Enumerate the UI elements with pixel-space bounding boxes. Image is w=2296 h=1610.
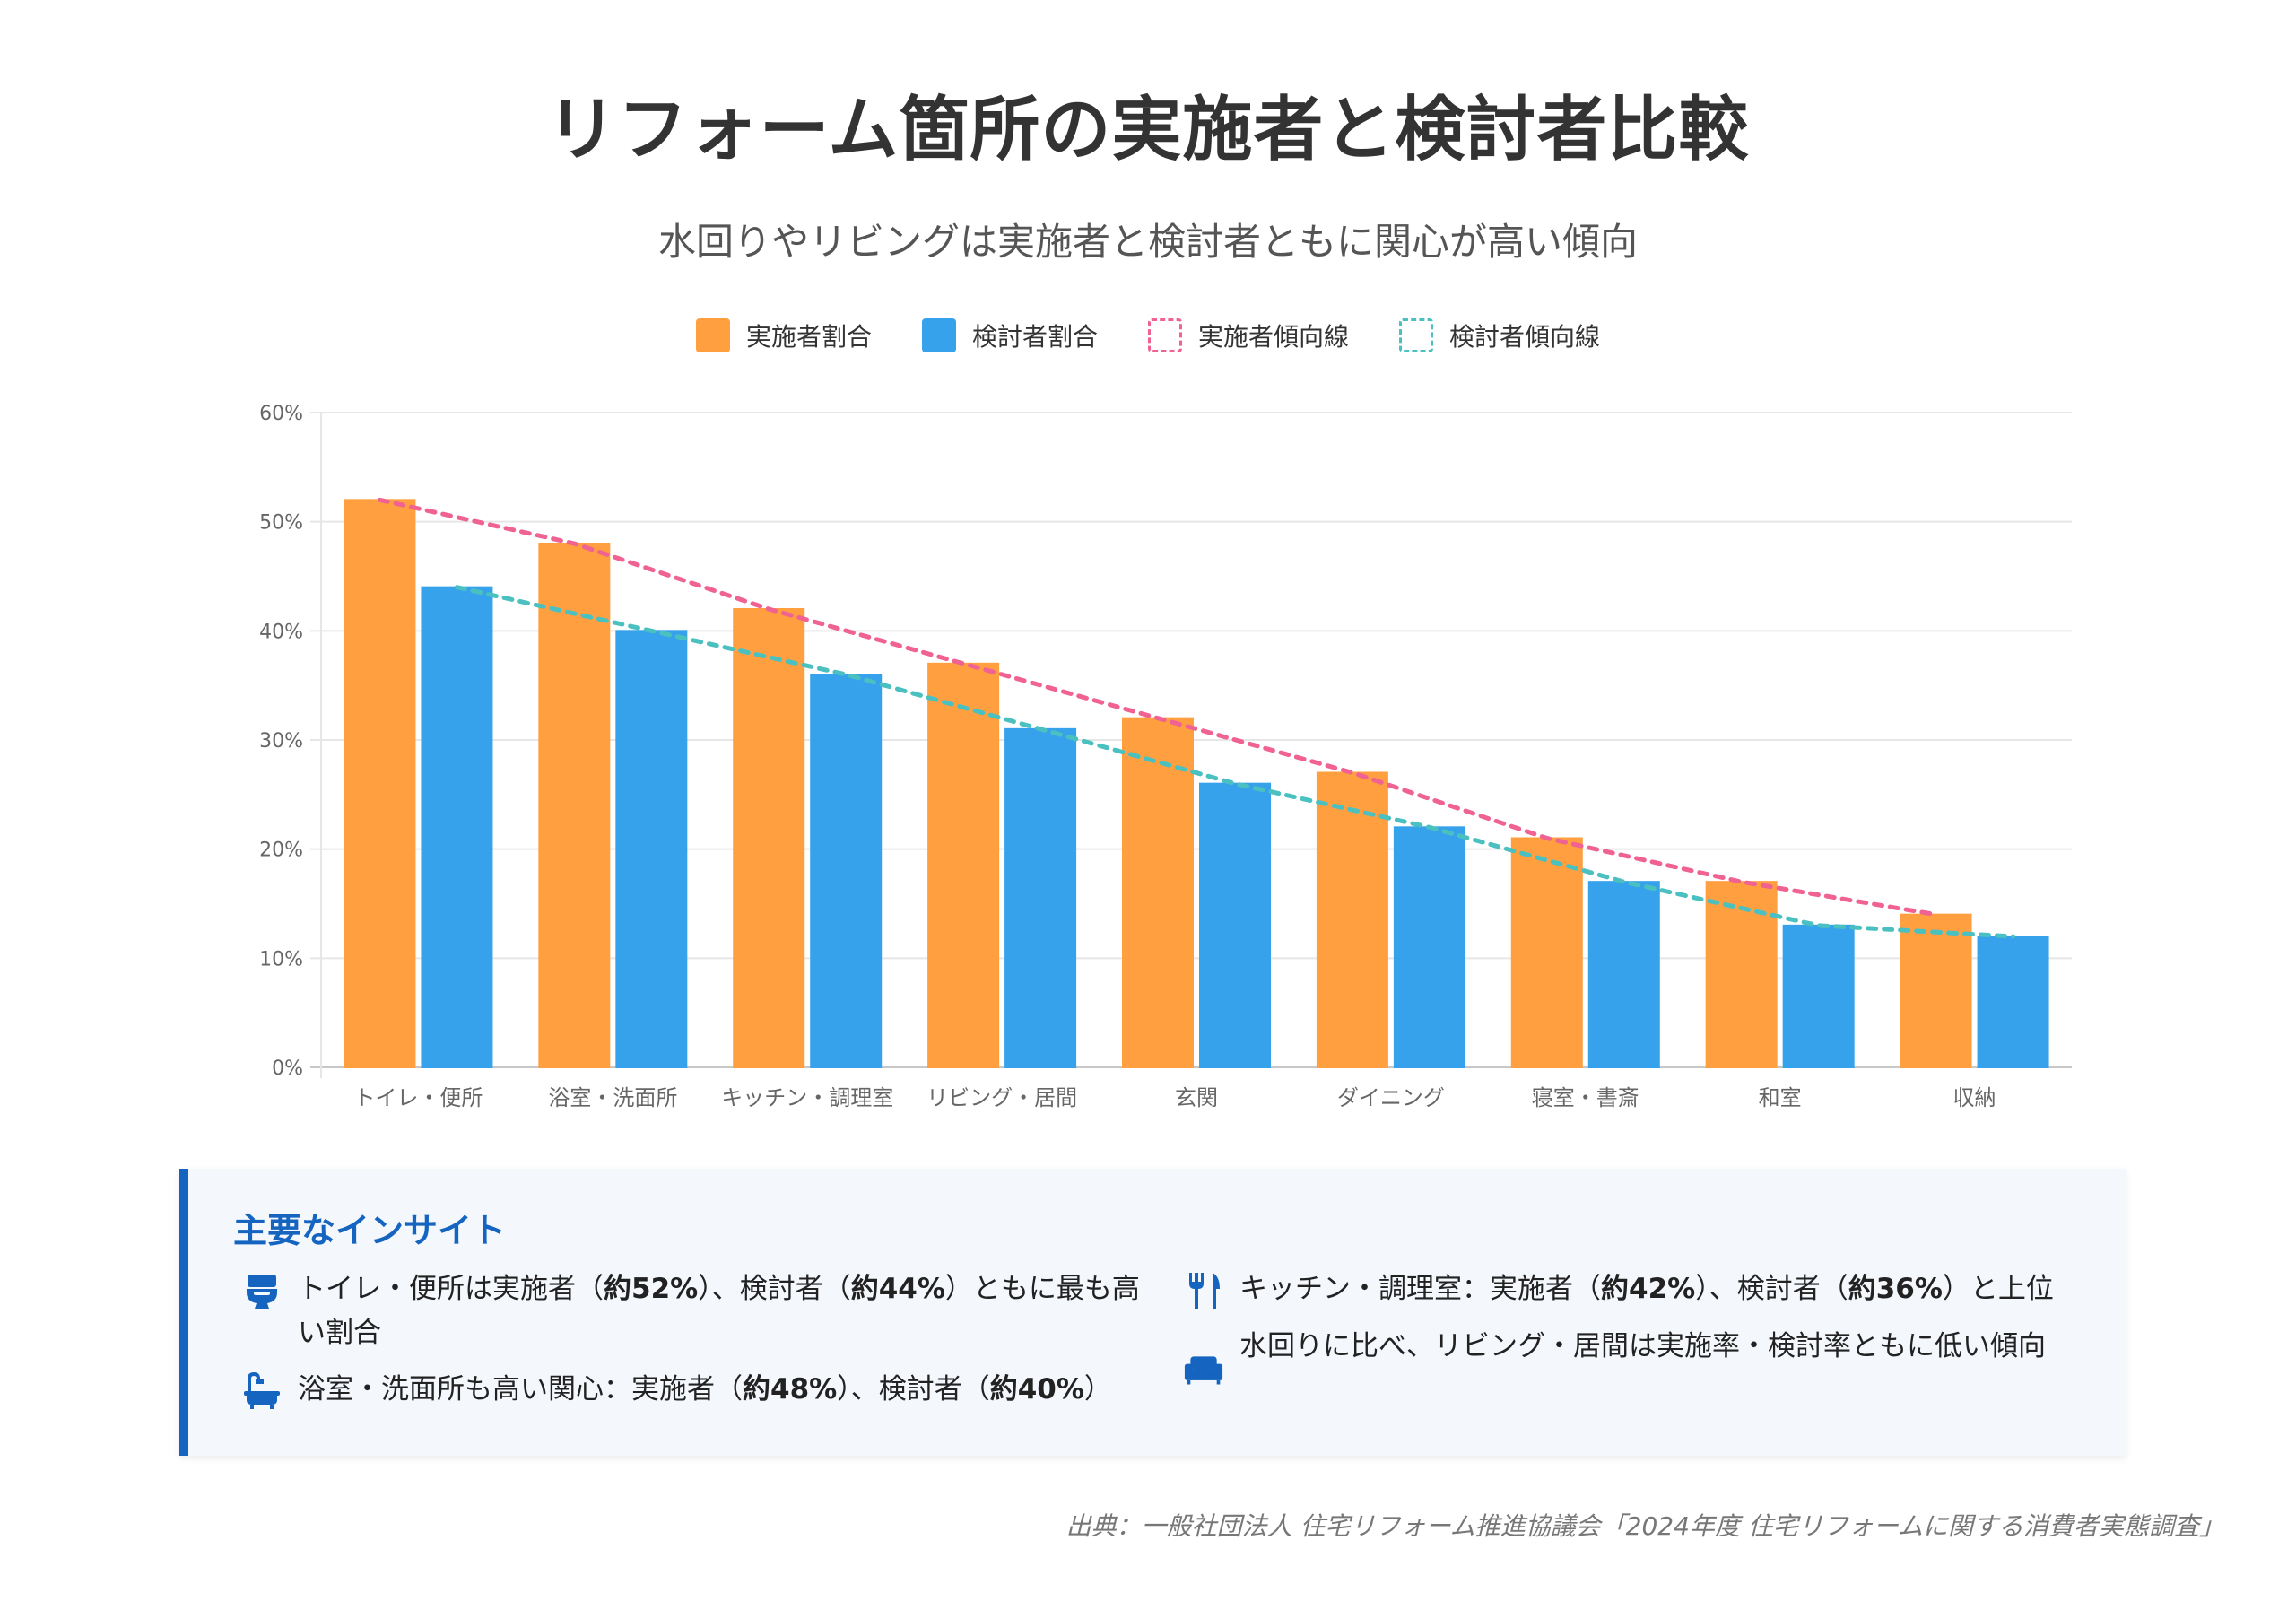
insight-text: 水回りに比べ、リビング・居間は実施率・検討率ともに低い傾向 bbox=[1239, 1330, 2046, 1362]
y-tick-label: 20% bbox=[259, 840, 303, 862]
insight-item: 浴室・洗面所も高い関心：実施者（約48%）、検討者（約40%） bbox=[242, 1368, 1148, 1412]
legend: 実施者割合 検討者割合 実施者傾向線 検討者傾向線 bbox=[0, 318, 2296, 353]
insights-title: 主要なインサイト bbox=[233, 1211, 507, 1250]
x-tick-label: 収納 bbox=[1953, 1085, 1996, 1110]
legend-label: 実施者傾向線 bbox=[1198, 322, 1350, 352]
legend-label: 検討者割合 bbox=[971, 322, 1098, 352]
legend-item-jisshi[interactable]: 実施者割合 bbox=[695, 318, 872, 353]
legend-swatch bbox=[1148, 318, 1182, 352]
y-tick-label: 40% bbox=[259, 621, 303, 643]
bath-icon bbox=[242, 1371, 282, 1411]
bar-jisshi bbox=[1510, 837, 1583, 1068]
legend-item-jisshi-trend[interactable]: 実施者傾向線 bbox=[1148, 318, 1349, 353]
legend-label: 実施者割合 bbox=[745, 322, 872, 352]
bar-kentou bbox=[1782, 924, 1855, 1068]
bar-kentou bbox=[1199, 782, 1271, 1068]
toilet-icon bbox=[242, 1271, 282, 1310]
x-tick-label: トイレ・便所 bbox=[353, 1085, 483, 1110]
x-tick-label: 寝室・書斎 bbox=[1532, 1085, 1639, 1110]
source-note: 出典：一般社団法人 住宅リフォーム推進協議会「2024年度 住宅リフォームに関す… bbox=[1065, 1511, 2224, 1541]
x-tick-label: リビング・居間 bbox=[926, 1085, 1077, 1110]
bar-kentou bbox=[615, 630, 688, 1068]
bar-chart: 0% 10% 20% 30% 40% 50% 60% トイレ・便所 浴室・洗面所 キッチン・調理室… bbox=[259, 403, 2072, 1110]
bar-jisshi bbox=[344, 499, 416, 1069]
couch-icon bbox=[1184, 1350, 1223, 1389]
bar-jisshi bbox=[733, 608, 805, 1068]
legend-swatch bbox=[921, 318, 956, 352]
y-tick-label: 10% bbox=[259, 948, 303, 970]
chart-subtitle: 水回りやリビングは実施者と検討者ともに関心が高い傾向 bbox=[657, 220, 1638, 264]
bar-jisshi bbox=[1316, 771, 1388, 1068]
legend-item-kentou-trend[interactable]: 検討者傾向線 bbox=[1399, 318, 1600, 353]
bar-kentou bbox=[421, 586, 493, 1068]
legend-label: 検討者傾向線 bbox=[1449, 322, 1601, 352]
bar-kentou bbox=[1393, 826, 1465, 1068]
insight-item: 水回りに比べ、リビング・居間は実施率・検討率ともに低い傾向 bbox=[1184, 1325, 2090, 1389]
x-tick-label: ダイニング bbox=[1337, 1085, 1445, 1110]
legend-swatch bbox=[1399, 318, 1434, 352]
trend-line-kentou bbox=[454, 585, 2016, 939]
chart-title: リフォーム箇所の実施者と検討者比較 bbox=[546, 90, 1750, 170]
bar-jisshi bbox=[1122, 717, 1194, 1068]
bar-kentou bbox=[1587, 881, 1660, 1069]
bar-kentou bbox=[1977, 936, 2049, 1068]
x-tick-label: 浴室・洗面所 bbox=[548, 1085, 677, 1110]
x-tick-label: キッチン・調理室 bbox=[721, 1085, 893, 1110]
insight-text: キッチン・調理室：実施者（約42%）、検討者（約36%）と上位 bbox=[1239, 1273, 2054, 1305]
insight-text: トイレ・便所は実施者（約52%）、検討者（約44%）ともに最も高い割合 bbox=[298, 1273, 1140, 1349]
insights-panel: 主要なインサイト トイレ・便所は実施者（約52%）、検討者（約44%）ともに最も… bbox=[179, 1169, 2126, 1456]
bar-jisshi bbox=[538, 543, 611, 1068]
insight-text: 浴室・洗面所も高い関心：実施者（約48%）、検討者（約40%） bbox=[298, 1373, 1112, 1405]
trend-line-jisshi bbox=[377, 497, 1939, 918]
bar-jisshi bbox=[927, 662, 1000, 1068]
y-tick-label: 50% bbox=[259, 512, 303, 535]
utensils-icon bbox=[1184, 1271, 1223, 1310]
insight-item: トイレ・便所は実施者（約52%）、検討者（約44%）ともに最も高い割合 bbox=[242, 1267, 1148, 1355]
legend-item-kentou[interactable]: 検討者割合 bbox=[921, 318, 1098, 353]
bar-jisshi bbox=[1900, 913, 1972, 1069]
x-tick-label: 玄関 bbox=[1175, 1085, 1218, 1110]
y-tick-label: 30% bbox=[259, 730, 303, 753]
bar-kentou bbox=[1004, 727, 1077, 1068]
legend-swatch bbox=[695, 318, 730, 352]
x-tick-label: 和室 bbox=[1759, 1085, 1802, 1110]
y-tick-label: 0% bbox=[272, 1057, 303, 1080]
insight-item: キッチン・調理室：実施者（約42%）、検討者（約36%）と上位 bbox=[1184, 1267, 2090, 1311]
y-tick-label: 60% bbox=[259, 403, 303, 425]
bar-kentou bbox=[810, 674, 883, 1068]
